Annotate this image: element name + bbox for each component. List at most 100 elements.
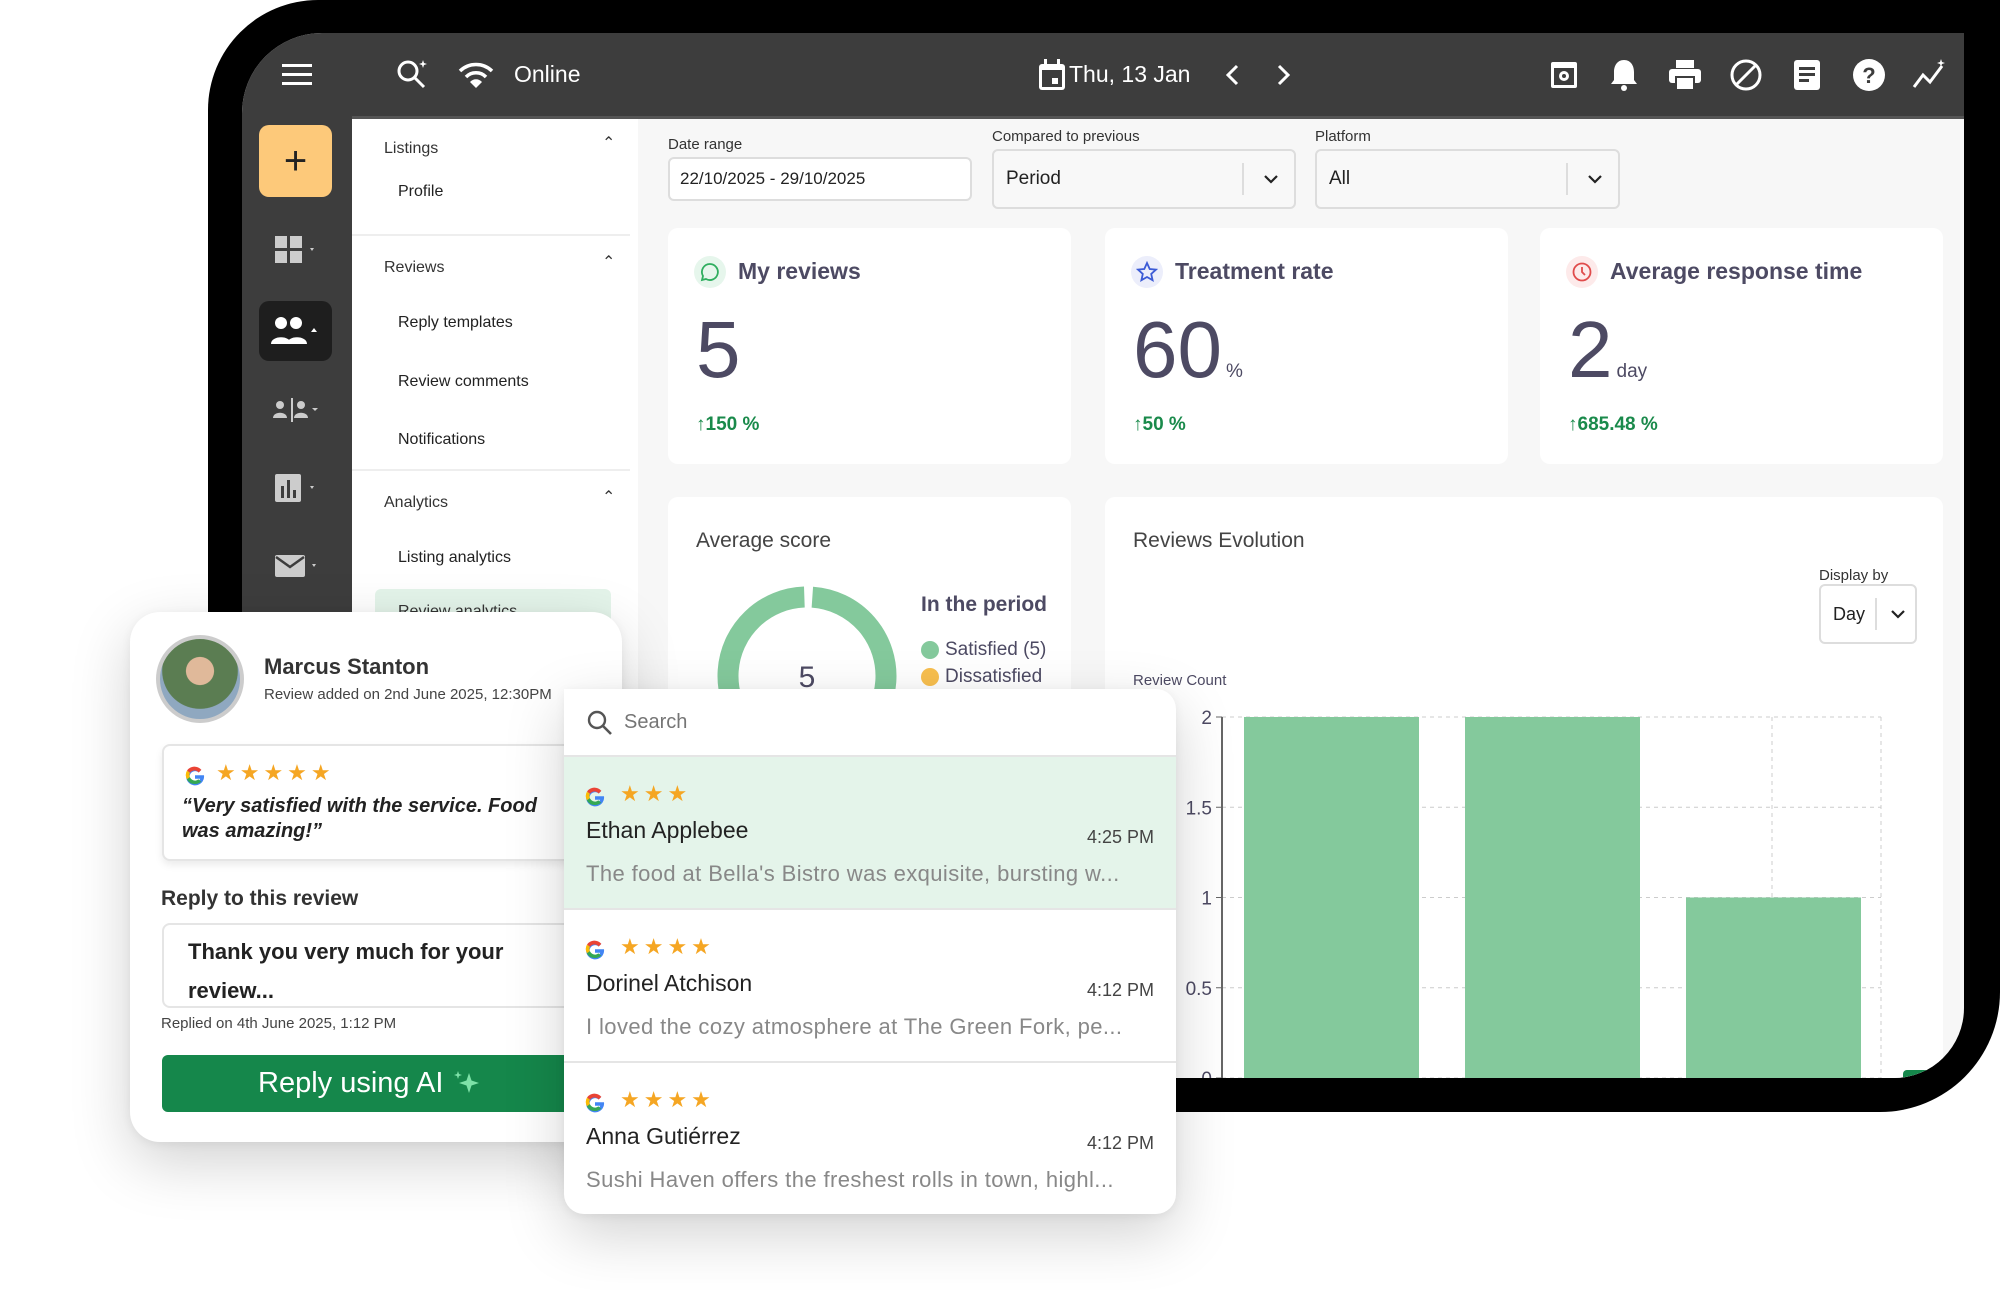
legend-dissatisfied: Dissatisfied [921, 666, 1042, 688]
ai-search-icon[interactable] [392, 55, 432, 95]
sparkle-icon [454, 1070, 480, 1093]
document-icon[interactable] [1787, 55, 1827, 95]
nav-item-review-comments[interactable]: Review comments [398, 373, 529, 390]
compare-icon [273, 398, 318, 422]
chevron-right-icon[interactable] [1264, 55, 1304, 95]
nav-group-listings[interactable]: Listings [384, 140, 439, 157]
y-tick-label: 1 [1201, 889, 1212, 910]
ai-chart-icon[interactable] [1909, 55, 1949, 95]
kpi-delta: ↑150 % [696, 414, 760, 435]
kpi-value: 2 day [1568, 305, 1648, 394]
y-tick-label: 0 [1201, 1069, 1212, 1078]
rating-stars: ★★★★★ [216, 760, 335, 785]
nav-group-analytics[interactable]: Analytics [384, 494, 449, 511]
grid-icon [275, 236, 314, 263]
chevron-down-icon [1588, 175, 1602, 184]
add-button[interactable]: + [259, 125, 332, 197]
review-list-item[interactable]: ★★★★ Dorinel Atchison 4:12 PM I loved the c… [564, 908, 1176, 1061]
review-quote: “Very satisfied with the service. Food w… [182, 795, 537, 842]
kpi-card-treatment-rate: Treatment rate 60% ↑50 % [1105, 228, 1508, 464]
search-input[interactable] [624, 703, 1144, 741]
reviewer-name: Dorinel Atchison [586, 970, 753, 996]
top-bar: Online Thu, 13 Jan ? [352, 33, 1964, 119]
y-tick-label: 2 [1201, 708, 1212, 729]
dashboard-menu[interactable] [242, 221, 352, 281]
chevron-up-icon[interactable]: ⌃ [602, 254, 616, 271]
review-time: 4:25 PM [1086, 827, 1154, 847]
nav-item-profile[interactable]: Profile [398, 183, 444, 200]
chevron-down-icon [1891, 610, 1905, 619]
date-range-input[interactable]: 22/10/2025 - 29/10/2025 [668, 157, 972, 201]
reply-heading: Reply to this review [161, 887, 359, 910]
chevron-up-icon[interactable]: ⌃ [602, 489, 616, 506]
platform-label: Platform [1315, 128, 1371, 145]
score-value: 5 [799, 661, 816, 694]
divider [352, 234, 630, 236]
nav-group-reviews[interactable]: Reviews [384, 259, 445, 276]
kpi-value: 5 [696, 305, 741, 394]
kpi-value: 60% [1133, 305, 1243, 394]
kpi-title: My reviews [738, 258, 861, 284]
chevron-down-icon [1264, 175, 1278, 184]
messages-menu[interactable] [242, 537, 352, 597]
search-icon [587, 710, 612, 735]
connection-status: Online [514, 61, 581, 87]
review-preview: Sushi Haven offers the freshest rolls in… [586, 1167, 1114, 1192]
avatar [156, 635, 244, 723]
hamburger-icon[interactable] [242, 45, 352, 105]
nav-item-listing-analytics[interactable]: Listing analytics [398, 549, 511, 566]
reviews-bar-chart: 0 0.5 1 1.5 2 [1186, 708, 1882, 1078]
preview-icon[interactable] [1544, 55, 1584, 95]
review-time: 4:12 PM [1086, 980, 1154, 1000]
review-bubble: ★★★★★ “Very satisfied with the service. … [162, 744, 587, 861]
chevron-up-icon[interactable]: ⌃ [602, 135, 616, 152]
block-icon[interactable] [1726, 55, 1766, 95]
printer-icon[interactable] [1665, 55, 1705, 95]
legend-satisfied: Satisfied (5) [921, 639, 1046, 661]
reviewer-name: Anna Gutiérrez [586, 1123, 741, 1149]
wifi-icon [456, 55, 496, 95]
card-title: Average score [696, 529, 832, 552]
bell-icon[interactable] [1604, 55, 1644, 95]
analytics-menu[interactable] [242, 459, 352, 519]
help-icon[interactable]: ? [1849, 55, 1889, 95]
chevron-left-icon[interactable] [1212, 55, 1252, 95]
display-by-select[interactable]: Day [1819, 584, 1917, 644]
google-icon [585, 940, 605, 960]
reviewer-name: Marcus Stanton [264, 654, 430, 679]
bar [1465, 717, 1640, 1078]
kpi-title: Average response time [1610, 258, 1863, 284]
date-range-label: Date range [668, 136, 743, 153]
google-icon [585, 787, 605, 807]
y-axis-label: Review Count [1133, 672, 1227, 689]
display-by-label: Display by [1819, 567, 1889, 584]
legend-title: In the period [921, 593, 1047, 616]
reviews-menu[interactable] [259, 301, 332, 361]
review-preview: I loved the cozy atmosphere at The Green… [586, 1014, 1123, 1039]
y-tick-label: 0.5 [1186, 979, 1212, 1000]
divider [352, 469, 630, 471]
review-list-card: ★★★ Ethan Applebee 4:25 PM The food at Bell… [564, 689, 1176, 1214]
calendar-icon[interactable] [1032, 55, 1072, 95]
nav-item-notifications[interactable]: Notifications [398, 431, 486, 448]
reviewer-name: Ethan Applebee [586, 817, 749, 843]
platform-select[interactable]: All [1315, 149, 1620, 209]
svg-text:?: ? [1862, 63, 1875, 88]
review-preview: The food at Bella's Bistro was exquisite… [586, 861, 1120, 886]
mail-icon [275, 555, 316, 577]
reply-ai-button[interactable]: Reply using AI [162, 1055, 602, 1112]
kpi-delta: ↑50 % [1133, 414, 1186, 435]
reply-textarea[interactable]: Thank you very much for your review... [162, 923, 587, 1008]
nav-item-reply-templates[interactable]: Reply templates [398, 314, 513, 331]
review-list-item[interactable]: ★★★ Ethan Applebee 4:25 PM The food at Bell… [564, 755, 1176, 908]
review-time: 4:12 PM [1086, 1133, 1154, 1153]
scroll-top-button[interactable] [1903, 1070, 1943, 1078]
google-icon [585, 1093, 605, 1113]
review-list-item[interactable]: ★★★★ Anna Gutiérrez 4:12 PM Sushi Haven off… [564, 1061, 1176, 1214]
legend-swatch [921, 641, 939, 659]
compared-select[interactable]: Period [992, 149, 1296, 209]
review-date: Review added on 2nd June 2025, 12:30PM [264, 686, 552, 703]
arrow-up-icon: ↑ [696, 414, 706, 435]
legend-swatch [921, 668, 939, 686]
competitors-menu[interactable] [242, 381, 352, 441]
